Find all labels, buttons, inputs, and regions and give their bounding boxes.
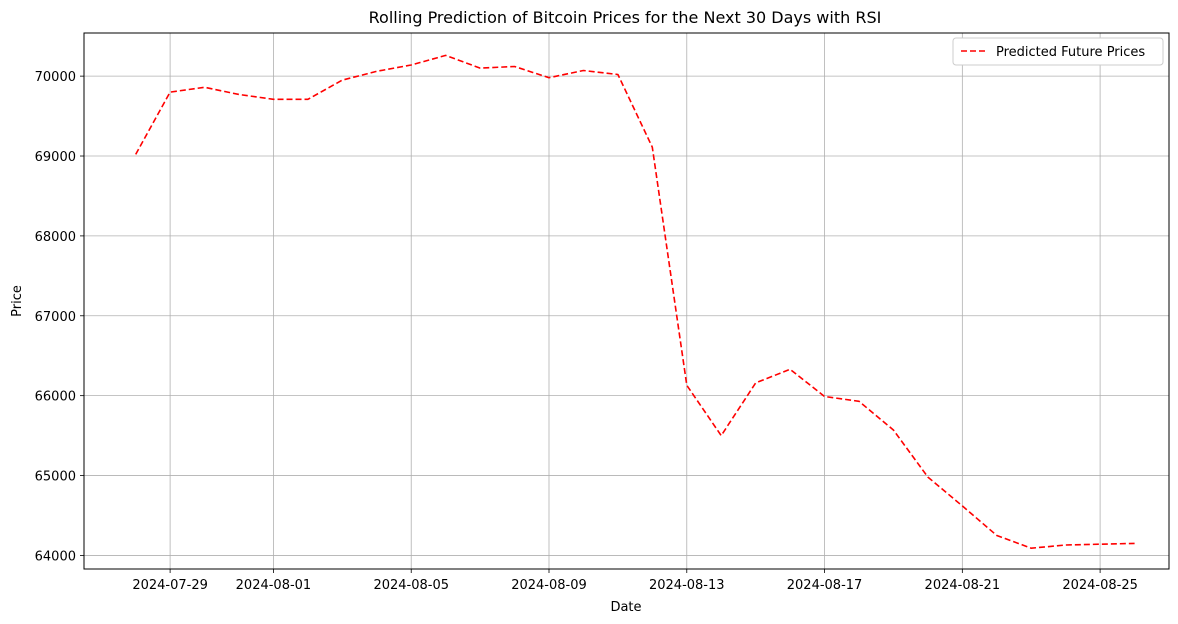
grid-lines bbox=[84, 33, 1169, 569]
y-tick-label: 66000 bbox=[35, 390, 76, 405]
legend: Predicted Future Prices bbox=[952, 37, 1164, 66]
y-tick-label: 70000 bbox=[35, 70, 76, 85]
y-tick-label: 68000 bbox=[35, 230, 76, 245]
legend-box bbox=[952, 37, 1164, 66]
x-tick-label: 2024-08-21 bbox=[925, 578, 1001, 593]
plot-frame bbox=[83, 32, 1170, 570]
x-tick-label: 2024-08-25 bbox=[1062, 578, 1138, 593]
x-tick-label: 2024-08-17 bbox=[787, 578, 863, 593]
x-tick-label: 2024-08-13 bbox=[649, 578, 725, 593]
chart-title: Rolling Prediction of Bitcoin Prices for… bbox=[369, 8, 882, 27]
x-tick-label: 2024-07-29 bbox=[132, 578, 208, 593]
y-tick-label: 69000 bbox=[35, 150, 76, 165]
legend-label: Predicted Future Prices bbox=[996, 45, 1145, 60]
x-axis-label: Date bbox=[610, 600, 641, 615]
x-tick-label: 2024-08-09 bbox=[511, 578, 587, 593]
y-tick-label: 65000 bbox=[35, 470, 76, 485]
x-tick-label: 2024-08-05 bbox=[373, 578, 449, 593]
y-tick-label: 67000 bbox=[35, 310, 76, 325]
y-tick-label: 64000 bbox=[35, 549, 76, 564]
x-axis-ticks: 2024-07-29 2024-08-01 2024-08-05 2024-08-09… bbox=[132, 569, 1138, 593]
y-axis-ticks: 64000 65000 66000 67000 68000 69000 70000 bbox=[35, 70, 84, 564]
y-axis-label: Price bbox=[10, 285, 25, 317]
x-tick-label: 2024-08-01 bbox=[236, 578, 312, 593]
